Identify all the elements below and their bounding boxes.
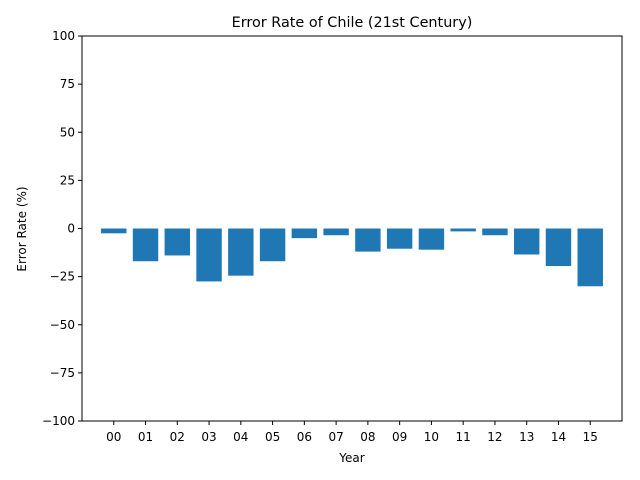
x-tick-label: 11 [456, 430, 471, 444]
x-tick-label: 07 [328, 430, 343, 444]
bar-05 [259, 228, 286, 262]
x-tick-label: 14 [551, 430, 566, 444]
bar-11 [450, 228, 476, 232]
bar-13 [514, 228, 540, 255]
plot-frame [81, 35, 623, 422]
y-axis: −100 −75 −50 −25 0 25 50 75 100 [42, 29, 82, 428]
y-axis-label: Error Rate (%) [15, 186, 29, 271]
x-tick-label: 04 [233, 430, 248, 444]
y-tick-label: −100 [42, 414, 75, 428]
y-tick-label: 100 [52, 29, 75, 43]
y-tick-label: −50 [50, 318, 75, 332]
bar-06 [291, 228, 318, 239]
bar-04 [228, 228, 254, 276]
bar-02 [164, 228, 190, 256]
x-tick-label: 06 [297, 430, 312, 444]
bar-14 [545, 228, 572, 267]
x-tick-label: 09 [392, 430, 407, 444]
bars-group [101, 228, 603, 287]
x-tick-label: 00 [106, 430, 121, 444]
y-tick-label: 75 [60, 77, 75, 91]
bar-07 [323, 228, 349, 236]
x-tick-label: 13 [519, 430, 534, 444]
bar-00 [101, 228, 127, 234]
chart-title: Error Rate of Chile (21st Century) [232, 15, 473, 31]
bar-10 [418, 228, 445, 250]
bar-08 [355, 228, 381, 252]
y-tick-label: 0 [67, 222, 75, 236]
x-tick-label: 03 [201, 430, 216, 444]
y-tick-label: 25 [60, 173, 75, 187]
x-tick-label: 01 [138, 430, 153, 444]
bar-01 [132, 228, 159, 262]
x-axis: 00 01 02 03 04 05 06 07 08 09 10 11 12 13 14 15 [106, 421, 598, 444]
x-tick-label: 15 [583, 430, 598, 444]
bar-15 [577, 228, 603, 287]
y-tick-label: 50 [60, 125, 75, 139]
bar-12 [482, 228, 508, 236]
x-tick-label: 12 [487, 430, 502, 444]
x-tick-label: 05 [265, 430, 280, 444]
y-tick-label: −75 [50, 366, 75, 380]
bar-09 [386, 228, 413, 249]
x-tick-label: 08 [360, 430, 375, 444]
x-tick-label: 02 [170, 430, 185, 444]
x-axis-label: Year [338, 451, 364, 465]
x-tick-label: 10 [424, 430, 439, 444]
bar-03 [196, 228, 222, 282]
y-tick-label: −25 [50, 270, 75, 284]
